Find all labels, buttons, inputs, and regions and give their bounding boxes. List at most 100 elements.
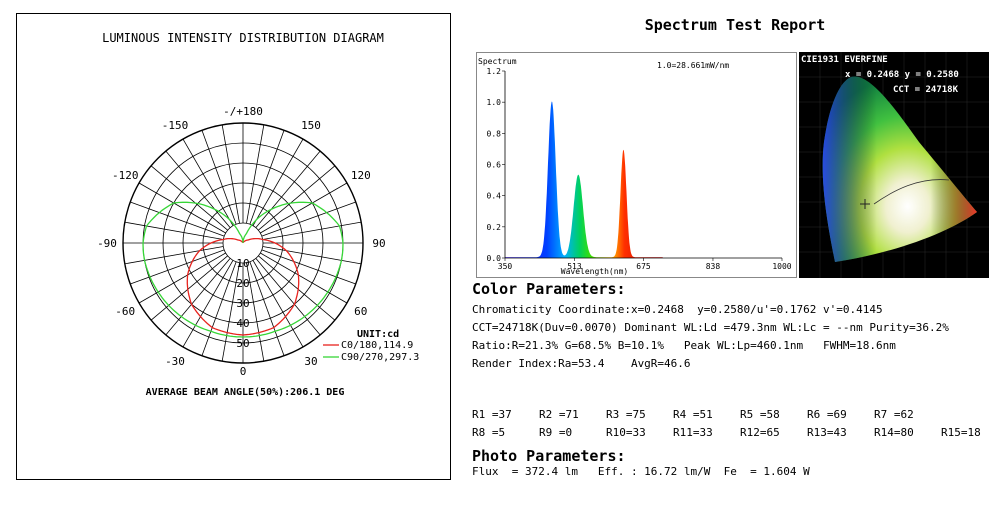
polar-spoke <box>252 138 304 226</box>
spectrum-x-tick-label: 350 <box>498 262 513 271</box>
render-index-grid: R1 =37 R2 =71 R3 =75 R4 =51 R5 =58 R6 =69 R7 =… <box>472 408 992 448</box>
cie-title: CIE1931 EVERFINE <box>801 55 888 65</box>
polar-chart: LUMINOUS INTENSITY DISTRIBUTION DIAGRAM -… <box>97 31 419 398</box>
polar-title: LUMINOUS INTENSITY DISTRIBUTION DIAGRAM <box>102 31 384 45</box>
polar-angle-label: 0 <box>240 365 247 378</box>
spectrum-y-tick-label: 0.6 <box>487 161 502 170</box>
polar-spoke <box>201 130 237 225</box>
report-title: Spectrum Test Report <box>644 16 826 34</box>
spectrum-y-tick-label: 1.0 <box>487 98 502 107</box>
spectrum-y-tick-label: 0.0 <box>487 254 502 263</box>
polar-spoke <box>165 258 231 336</box>
polar-unit-label: UNIT:cd <box>357 329 399 340</box>
spectrum-x-tick-label: 675 <box>636 262 651 271</box>
polar-spoke <box>260 182 348 234</box>
render-index-value: R12=65 <box>740 426 780 439</box>
polar-legend-label: C90/270,297.3 <box>341 352 419 363</box>
polar-spoke <box>182 260 234 348</box>
spectrum-curve <box>505 101 663 259</box>
render-index-value: R6 =69 <box>807 408 847 421</box>
color-line-ratio: Ratio:R=21.3% G=68.5% B=10.1% Peak WL:Lp… <box>472 339 896 352</box>
spectrum-y-tick-label: 0.2 <box>487 223 502 232</box>
polar-angle-label: -/+180 <box>223 105 263 118</box>
polar-spoke <box>221 124 240 224</box>
polar-radial-label: 40 <box>236 317 249 330</box>
polar-radial-label: 10 <box>236 257 249 270</box>
cie-coordinates: x = 0.2468 y = 0.2580 <box>845 70 959 80</box>
color-line-cct: CCT=24718K(Duv=0.0070) Dominant WL:Ld =4… <box>472 321 949 334</box>
polar-spoke <box>249 261 285 356</box>
render-index-value: R4 =51 <box>673 408 713 421</box>
spectrum-x-tick-label: 838 <box>706 262 721 271</box>
polar-angle-label: 90 <box>372 237 385 250</box>
render-index-value: R14=80 <box>874 426 914 439</box>
render-index-value: R11=33 <box>673 426 713 439</box>
spectrum-x-tick-label: 1000 <box>772 262 791 271</box>
polar-spoke <box>124 246 224 265</box>
render-index-value: R3 =75 <box>606 408 646 421</box>
polar-beam-angle: AVERAGE BEAM ANGLE(50%):206.1 DEG <box>146 387 345 398</box>
cie-locus-overlay <box>822 76 977 262</box>
polar-legend-label: C0/180,114.9 <box>341 340 413 351</box>
polar-spoke <box>261 201 356 237</box>
polar-spoke <box>130 201 225 237</box>
polar-series-c0 <box>186 237 300 336</box>
render-index-value: R8 =5 <box>472 426 506 439</box>
spectrum-x-tick-label: 513 <box>567 262 582 271</box>
polar-angle-label: -90 <box>97 237 117 250</box>
polar-spoke <box>255 150 321 228</box>
cie-panel: CIE1931 EVERFINE x = 0.2468 y = 0.2580 CCT… <box>799 52 989 278</box>
photo-parameters-title: Photo Parameters: <box>472 447 626 465</box>
spectrum-title: Spectrum <box>478 57 517 66</box>
polar-spoke <box>124 221 224 240</box>
polar-spoke <box>249 130 285 225</box>
polar-angle-label: 150 <box>301 119 321 132</box>
render-index-value: R10=33 <box>606 426 646 439</box>
polar-spoke <box>260 252 348 304</box>
polar-spoke <box>258 255 336 321</box>
spectrum-x-label: Wavelength(nm) <box>561 267 628 276</box>
polar-spoke <box>262 221 362 240</box>
polar-angle-label: 120 <box>351 169 371 182</box>
render-index-value: R15=18 <box>941 426 981 439</box>
polar-spoke <box>138 182 226 234</box>
color-line-render-index: Render Index:Ra=53.4 AvgR=46.6 <box>472 357 691 370</box>
color-parameters-title: Color Parameters: <box>472 280 626 298</box>
spectrum-y-tick-label: 1.2 <box>487 67 502 76</box>
cie-cct: CCT = 24718K <box>893 85 959 95</box>
polar-spoke <box>258 165 336 231</box>
polar-angle-label: -60 <box>115 305 135 318</box>
polar-radial-label: 20 <box>236 277 249 290</box>
color-line-chromaticity: Chromaticity Coordinate:x=0.2468 y=0.258… <box>472 303 883 316</box>
polar-radial-label: 50 <box>236 337 249 350</box>
spectrum-annotation: 1.0=28.661mW/nm <box>657 61 729 70</box>
photo-line: Flux = 372.4 lm Eff. : 16.72 lm/W Fe = 1… <box>472 465 810 478</box>
polar-angle-label: -120 <box>112 169 139 182</box>
polar-angle-label: 60 <box>354 305 367 318</box>
spectrum-y-tick-label: 0.8 <box>487 129 502 138</box>
render-index-value: R7 =62 <box>874 408 914 421</box>
polar-spoke <box>150 255 228 321</box>
polar-spoke <box>246 124 265 224</box>
polar-spoke <box>182 138 234 226</box>
cie-planck-curve <box>873 179 950 205</box>
polar-spoke <box>165 150 231 228</box>
polar-spoke <box>262 246 362 265</box>
polar-spoke <box>138 252 226 304</box>
polar-spoke <box>221 262 240 362</box>
polar-spoke <box>255 258 321 336</box>
polar-radial-label: 30 <box>236 297 249 310</box>
render-index-value: R2 =71 <box>539 408 579 421</box>
spectrum-y-tick-label: 0.4 <box>487 192 502 201</box>
polar-spoke <box>201 261 237 356</box>
render-index-value: R1 =37 <box>472 408 512 421</box>
spectrum-chart: Spectrum 1.0=28.661mW/nm 0.0 0.2 0.4 0.6 0.8 1.… <box>478 57 792 276</box>
polar-angle-label: 30 <box>304 355 317 368</box>
polar-panel: LUMINOUS INTENSITY DISTRIBUTION DIAGRAM -… <box>16 13 451 480</box>
cie-diagram: CIE1931 EVERFINE x = 0.2468 y = 0.2580 CCT… <box>799 52 989 278</box>
render-index-value: R13=43 <box>807 426 847 439</box>
polar-spoke <box>150 165 228 231</box>
polar-spoke <box>130 249 225 285</box>
polar-series-c90 <box>142 201 344 338</box>
polar-spoke <box>246 262 265 362</box>
